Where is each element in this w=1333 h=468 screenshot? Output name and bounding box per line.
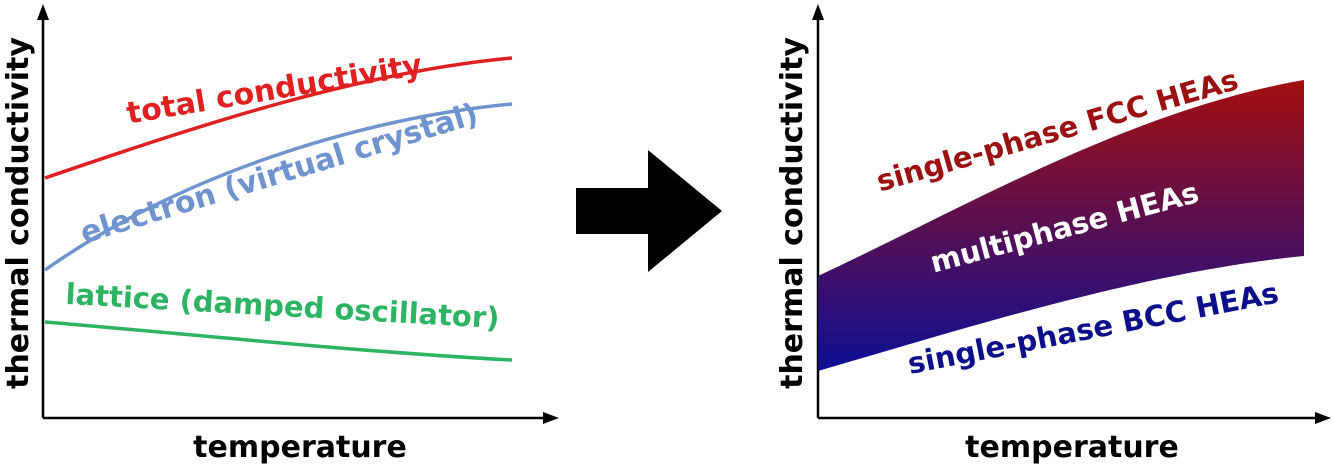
lattice-conductivity-curve — [44, 320, 513, 362]
left-y-axis-label: thermal conductivity — [1, 37, 36, 389]
left-panel: total conductivity electron (virtual cry… — [1, 4, 559, 465]
total-conductivity-label: total conductivity — [124, 48, 425, 132]
left-y-axis — [37, 4, 49, 418]
total-conductivity-curve — [44, 56, 513, 180]
lattice-conductivity-label: lattice (damped oscillator) — [65, 277, 501, 335]
left-x-axis-label: temperature — [193, 430, 407, 465]
right-x-axis — [818, 412, 1331, 424]
right-y-axis-label: thermal conductivity — [775, 37, 810, 389]
transition-arrow — [576, 150, 722, 272]
right-panel: single-phase FCC HEAs multiphase HEAs si… — [775, 4, 1331, 465]
left-x-axis — [43, 412, 559, 424]
electron-conductivity-curve — [43, 102, 513, 272]
hea-conductivity-band — [818, 80, 1304, 371]
right-x-axis-label: temperature — [965, 430, 1179, 465]
